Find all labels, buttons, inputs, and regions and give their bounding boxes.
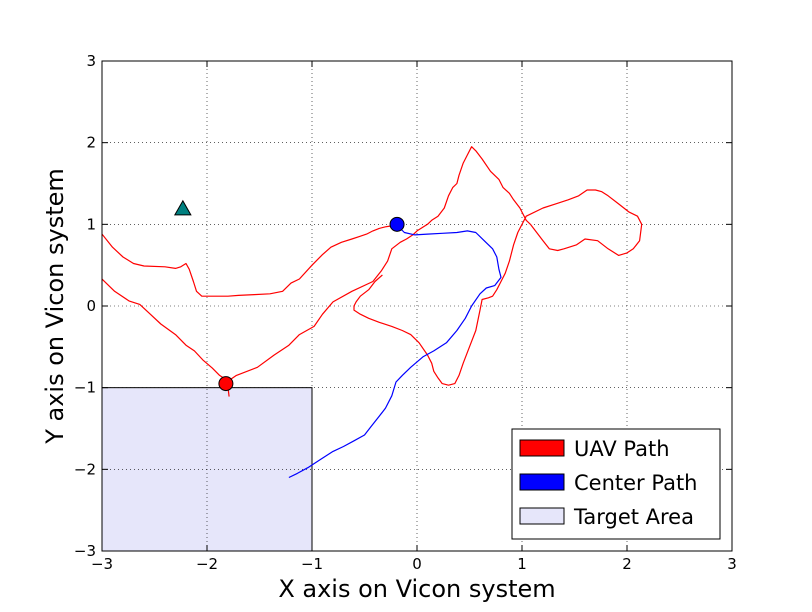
y-tick-label: 2 <box>86 134 96 152</box>
legend-swatch-uav-path <box>519 439 565 457</box>
legend-swatch-target-area <box>519 507 565 525</box>
y-tick-label: 3 <box>86 52 96 70</box>
legend-swatch-center-path <box>519 473 565 491</box>
marker-circle-1 <box>389 216 405 232</box>
y-tick-label: 1 <box>86 215 96 233</box>
y-tick-label: −1 <box>74 379 96 397</box>
legend-label-center-path: Center Path <box>574 471 698 495</box>
marker-triangle <box>173 199 192 216</box>
x-tick-label: −1 <box>301 555 323 573</box>
tick-layer: −3 −2 −1 0 1 2 3 −3 −2 −1 0 1 2 3 <box>74 52 737 573</box>
marker-circle-0 <box>218 376 234 392</box>
uav-path-line-0 <box>225 146 643 386</box>
legend-label-target-area: Target Area <box>573 505 694 529</box>
grid-layer <box>102 61 732 551</box>
marker-layer <box>173 199 405 392</box>
legend: UAV Path Center Path Target Area <box>511 428 721 540</box>
legend-label-uav-path: UAV Path <box>574 437 670 461</box>
x-tick-label: 1 <box>517 555 527 573</box>
x-axis-label: X axis on Vicon system <box>278 575 555 603</box>
x-tick-label: −3 <box>91 555 113 573</box>
y-tick-label: −2 <box>74 460 96 478</box>
y-tick-label: −3 <box>74 542 96 560</box>
x-tick-label: 0 <box>412 555 422 573</box>
center-path-line <box>288 223 502 479</box>
y-tick-label: 0 <box>86 297 96 315</box>
uav-path-line-1 <box>102 223 403 297</box>
x-tick-label: −2 <box>196 555 218 573</box>
x-tick-label: 2 <box>622 555 632 573</box>
y-axis-label: Y axis on Vicon system <box>41 168 69 445</box>
x-tick-label: 3 <box>727 555 737 573</box>
